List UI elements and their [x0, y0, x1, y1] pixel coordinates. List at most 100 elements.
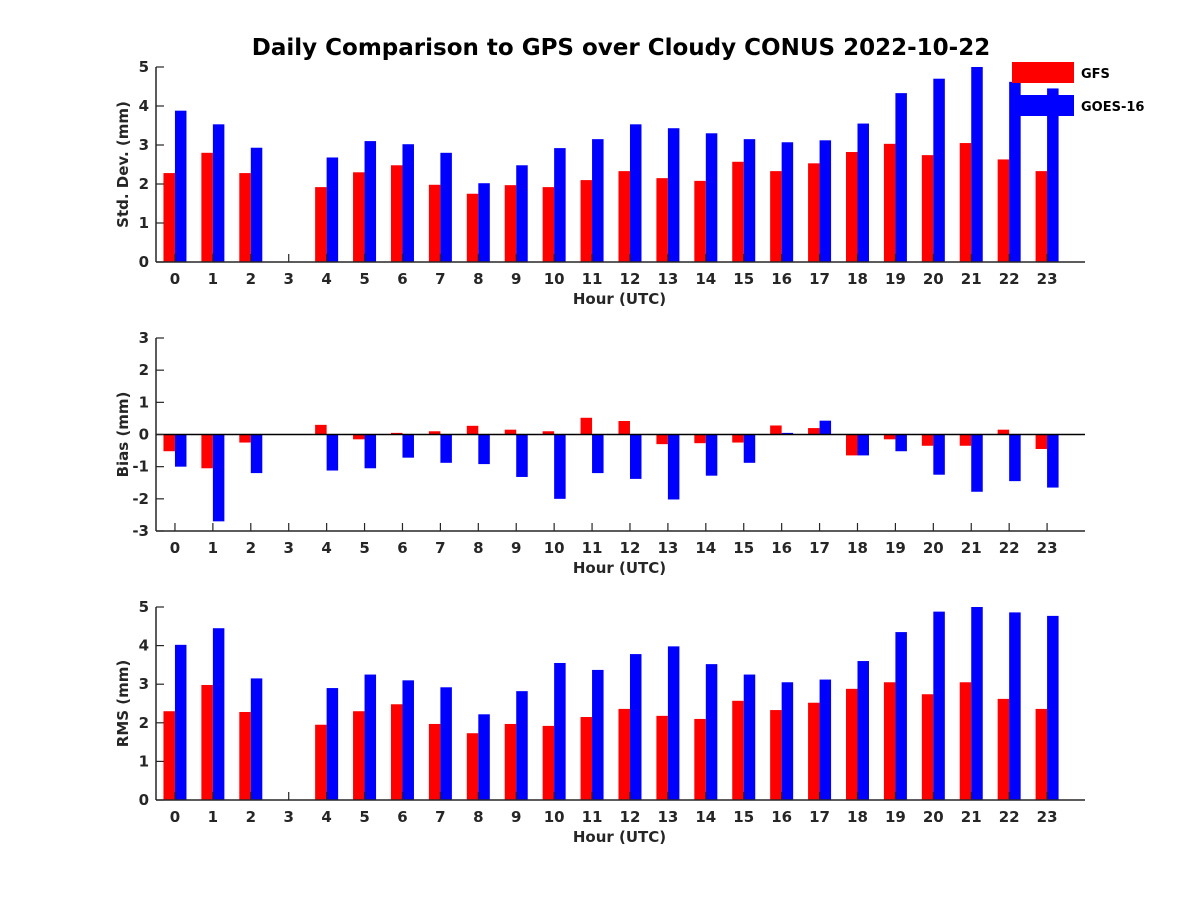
- x-tick-label: 9: [511, 270, 521, 288]
- x-tick-label: 21: [961, 808, 982, 826]
- x-tick-label: 20: [923, 539, 944, 557]
- x-tick-label: 13: [657, 539, 678, 557]
- x-tick-label: 16: [771, 539, 792, 557]
- bar-goes-16-11: [592, 434, 604, 474]
- bar-gfs-2: [239, 173, 251, 262]
- bar-gfs-0: [163, 434, 175, 452]
- bar-gfs-6: [390, 165, 403, 262]
- bar-goes-16-13: [667, 434, 680, 500]
- x-tick-label: 18: [847, 539, 868, 557]
- legend: GFS GOES-16: [1012, 62, 1144, 116]
- bar-goes-16-7: [440, 152, 452, 262]
- bar-gfs-23: [1035, 434, 1048, 449]
- bar-goes-16-22: [1009, 434, 1021, 482]
- x-axis-label: Hour (UTC): [573, 290, 666, 308]
- x-tick-label: 2: [246, 808, 256, 826]
- bar-gfs-5: [353, 711, 365, 800]
- x-tick-label: 4: [321, 808, 331, 826]
- bar-goes-16-21: [971, 434, 983, 492]
- y-tick-label: 3: [139, 329, 149, 347]
- bar-gfs-9: [504, 185, 517, 262]
- bar-gfs-14: [694, 718, 706, 800]
- y-tick-label: 1: [139, 214, 149, 232]
- bar-gfs-18: [845, 434, 858, 456]
- bar-goes-16-7: [440, 434, 452, 463]
- x-tick-label: 5: [359, 539, 369, 557]
- bar-gfs-17: [808, 428, 820, 435]
- bar-goes-16-10: [554, 434, 566, 499]
- x-tick-label: 17: [809, 270, 830, 288]
- y-tick-label: 1: [139, 393, 149, 411]
- x-tick-label: 11: [582, 808, 603, 826]
- bar-gfs-16: [770, 710, 782, 800]
- bar-gfs-6: [390, 704, 403, 800]
- x-tick-label: 15: [733, 808, 754, 826]
- bar-goes-16-13: [667, 646, 680, 800]
- bar-gfs-16: [770, 425, 782, 435]
- y-axis-label: Std. Dev. (mm): [114, 101, 132, 228]
- y-axis-label: Bias (mm): [114, 392, 132, 478]
- x-tick-label: 12: [620, 539, 641, 557]
- bar-gfs-0: [163, 173, 175, 262]
- bar-gfs-4: [315, 724, 327, 800]
- y-tick-label: 0: [139, 426, 149, 444]
- y-axis-label: RMS (mm): [114, 660, 132, 747]
- legend-swatch-goes-16: [1012, 95, 1074, 116]
- x-tick-label: 16: [771, 270, 792, 288]
- bar-gfs-19: [883, 143, 896, 262]
- x-tick-label: 17: [809, 539, 830, 557]
- x-tick-label: 8: [473, 808, 483, 826]
- bar-gfs-22: [997, 159, 1010, 262]
- x-tick-label: 10: [544, 270, 565, 288]
- bar-gfs-5: [353, 172, 365, 262]
- y-tick-label: 2: [139, 175, 149, 193]
- bar-gfs-10: [542, 187, 555, 262]
- bar-goes-16-19: [895, 632, 907, 800]
- x-tick-label: 21: [961, 539, 982, 557]
- bar-gfs-4: [315, 187, 327, 262]
- x-tick-label: 22: [999, 808, 1020, 826]
- bar-gfs-1: [201, 684, 213, 800]
- bar-goes-16-12: [629, 434, 642, 479]
- x-tick-label: 0: [170, 539, 180, 557]
- bar-goes-16-23: [1047, 88, 1059, 262]
- bar-gfs-8: [466, 193, 479, 262]
- x-tick-label: 6: [397, 539, 407, 557]
- bar-goes-16-23: [1047, 615, 1059, 800]
- x-tick-label: 23: [1037, 539, 1058, 557]
- bar-gfs-15: [732, 434, 744, 443]
- bar-gfs-15: [732, 700, 744, 800]
- bar-goes-16-15: [743, 139, 756, 262]
- x-tick-label: 14: [695, 270, 716, 288]
- bar-goes-16-18: [857, 434, 869, 456]
- bar-goes-16-1: [212, 434, 225, 522]
- bar-gfs-19: [883, 434, 896, 440]
- bar-gfs-20: [921, 434, 934, 446]
- bar-goes-16-16: [781, 682, 794, 800]
- x-tick-label: 3: [283, 539, 293, 557]
- bar-goes-16-8: [478, 434, 490, 465]
- y-tick-label: 3: [139, 675, 149, 693]
- bar-gfs-21: [959, 143, 972, 262]
- bar-goes-16-19: [895, 434, 907, 452]
- x-tick-label: 3: [283, 270, 293, 288]
- bar-gfs-14: [694, 180, 706, 262]
- bar-goes-16-18: [857, 661, 869, 800]
- bar-goes-16-5: [364, 141, 377, 262]
- y-tick-label: 4: [139, 97, 149, 115]
- x-tick-label: 4: [321, 270, 331, 288]
- bar-goes-16-4: [326, 157, 339, 262]
- x-tick-label: 14: [695, 539, 716, 557]
- x-tick-label: 16: [771, 808, 792, 826]
- y-tick-label: 1: [139, 752, 149, 770]
- x-tick-label: 12: [620, 270, 641, 288]
- bar-goes-16-14: [705, 133, 718, 262]
- bar-gfs-22: [997, 698, 1010, 800]
- x-tick-label: 15: [733, 539, 754, 557]
- bar-gfs-15: [732, 161, 744, 262]
- x-tick-label: 8: [473, 539, 483, 557]
- bar-gfs-1: [201, 434, 213, 469]
